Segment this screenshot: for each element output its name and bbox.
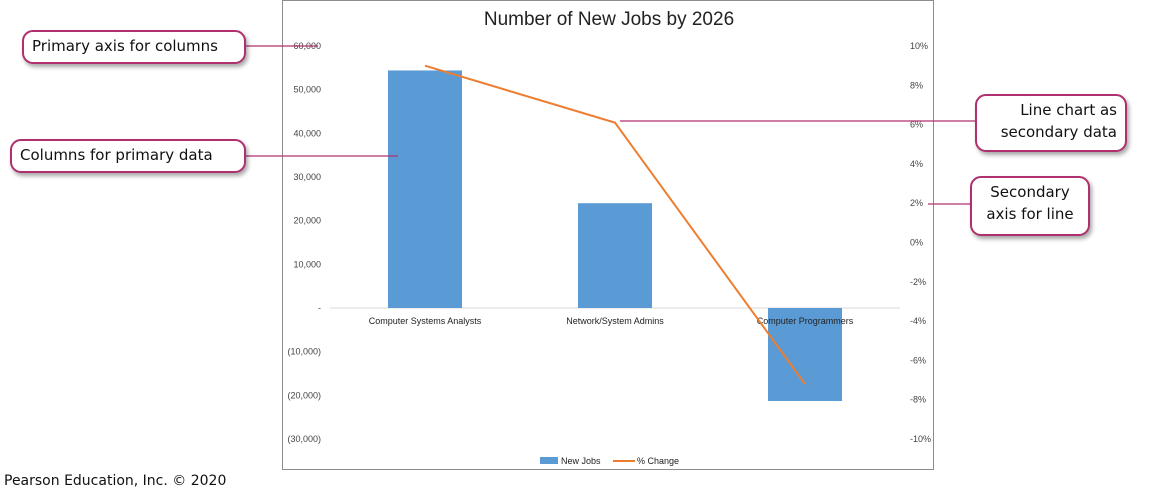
primary-axis-tick-label: 20,000 — [293, 216, 321, 226]
secondary-axis-tick-label: -4% — [910, 316, 926, 326]
category-label: Computer Programmers — [757, 316, 854, 326]
callout-line-chart-text-2: secondary data — [1000, 123, 1117, 141]
legend-label-percent-change: % Change — [637, 456, 679, 466]
secondary-axis-tick-label: -10% — [910, 434, 931, 444]
category-label: Computer Systems Analysts — [369, 316, 482, 326]
primary-axis-tick-label: (10,000) — [287, 347, 321, 357]
callout-columns: Columns for primary data — [10, 139, 246, 173]
callout-line-chart-text-1: Line chart as — [1020, 101, 1117, 119]
secondary-axis-tick-label: 6% — [910, 120, 923, 130]
bar-new-jobs — [578, 203, 652, 308]
callout-primary-axis: Primary axis for columns — [22, 30, 246, 64]
secondary-axis-tick-label: 4% — [910, 159, 923, 169]
callout-secondary-axis-text-1: Secondary — [990, 183, 1070, 201]
primary-axis-tick-label: - — [318, 303, 321, 313]
primary-axis-tick-label: 10,000 — [293, 259, 321, 269]
callout-secondary-axis: Secondary axis for line — [970, 176, 1090, 236]
secondary-axis-tick-label: -8% — [910, 395, 926, 405]
secondary-axis-tick-label: -6% — [910, 355, 926, 365]
chart-title: Number of New Jobs by 2026 — [484, 9, 734, 30]
secondary-axis-tick-label: 8% — [910, 80, 923, 90]
primary-axis-tick-label: 40,000 — [293, 128, 321, 138]
primary-axis-tick-label: (20,000) — [287, 390, 321, 400]
legend-swatch-new-jobs — [540, 457, 558, 464]
legend-label-new-jobs: New Jobs — [561, 456, 601, 466]
primary-axis-tick-label: (30,000) — [287, 434, 321, 444]
secondary-axis-tick-label: 2% — [910, 198, 923, 208]
secondary-axis-tick-label: -2% — [910, 277, 926, 287]
callout-columns-text: Columns for primary data — [20, 146, 213, 164]
callout-line-chart: Line chart as secondary data — [975, 94, 1127, 152]
primary-axis-tick-label: 30,000 — [293, 172, 321, 182]
secondary-axis-tick-label: 0% — [910, 238, 923, 248]
bar-new-jobs — [388, 70, 462, 308]
bar-new-jobs — [768, 308, 842, 402]
callout-primary-axis-text: Primary axis for columns — [32, 37, 218, 55]
primary-axis-tick-label: 50,000 — [293, 85, 321, 95]
secondary-axis-tick-label: 10% — [910, 41, 928, 51]
callout-secondary-axis-text-2: axis for line — [986, 205, 1074, 223]
category-label: Network/System Admins — [566, 316, 664, 326]
copyright-credit: Pearson Education, Inc. © 2020 — [4, 473, 227, 489]
